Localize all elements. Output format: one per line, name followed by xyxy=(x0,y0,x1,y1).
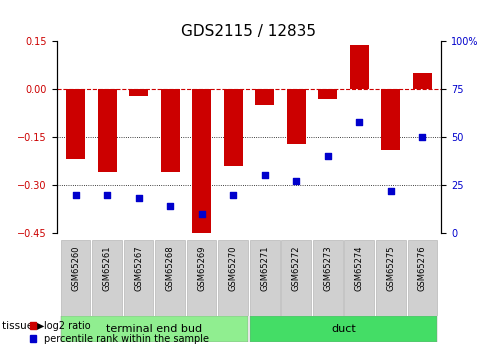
Text: GSM65261: GSM65261 xyxy=(103,246,111,291)
Point xyxy=(419,134,426,140)
Text: GSM65260: GSM65260 xyxy=(71,246,80,291)
Text: GSM65267: GSM65267 xyxy=(134,246,143,292)
Text: GSM65272: GSM65272 xyxy=(292,246,301,291)
Bar xyxy=(124,240,153,316)
Point xyxy=(166,203,174,209)
Point xyxy=(324,154,332,159)
Bar xyxy=(382,89,400,150)
Text: GSM65270: GSM65270 xyxy=(229,246,238,291)
Bar xyxy=(92,240,122,316)
Text: GSM65273: GSM65273 xyxy=(323,246,332,292)
Text: duct: duct xyxy=(331,324,356,334)
Title: GDS2115 / 12835: GDS2115 / 12835 xyxy=(181,24,317,39)
Legend: log2 ratio, percentile rank within the sample: log2 ratio, percentile rank within the s… xyxy=(30,321,209,344)
Bar xyxy=(98,89,116,172)
Bar xyxy=(161,89,179,172)
Point xyxy=(198,211,206,217)
Text: GSM65275: GSM65275 xyxy=(387,246,395,291)
Bar xyxy=(345,240,374,316)
Bar xyxy=(318,89,337,99)
Bar xyxy=(282,240,311,316)
Bar xyxy=(313,240,343,316)
Text: GSM65276: GSM65276 xyxy=(418,246,427,292)
Point xyxy=(135,196,142,201)
Bar xyxy=(61,316,248,342)
Text: GSM65268: GSM65268 xyxy=(166,246,175,292)
Point xyxy=(229,192,237,197)
Bar xyxy=(350,45,369,89)
Bar xyxy=(155,240,185,316)
Bar xyxy=(61,240,90,316)
Text: GSM65269: GSM65269 xyxy=(197,246,206,291)
Bar xyxy=(218,240,248,316)
Bar xyxy=(255,89,274,105)
Point xyxy=(71,192,79,197)
Bar xyxy=(224,89,243,166)
Bar xyxy=(376,240,406,316)
Bar xyxy=(129,89,148,96)
Bar xyxy=(250,240,280,316)
Bar xyxy=(66,89,85,159)
Text: terminal end bud: terminal end bud xyxy=(106,324,203,334)
Point xyxy=(387,188,395,194)
Bar xyxy=(408,240,437,316)
Point xyxy=(261,172,269,178)
Bar xyxy=(250,316,437,342)
Point xyxy=(355,119,363,125)
Bar xyxy=(187,240,216,316)
Text: GSM65271: GSM65271 xyxy=(260,246,269,291)
Bar xyxy=(192,89,211,239)
Text: GSM65274: GSM65274 xyxy=(355,246,364,291)
Point xyxy=(103,192,111,197)
Point xyxy=(292,178,300,184)
Text: tissue ▶: tissue ▶ xyxy=(2,321,45,331)
Bar xyxy=(413,73,432,89)
Bar xyxy=(287,89,306,144)
